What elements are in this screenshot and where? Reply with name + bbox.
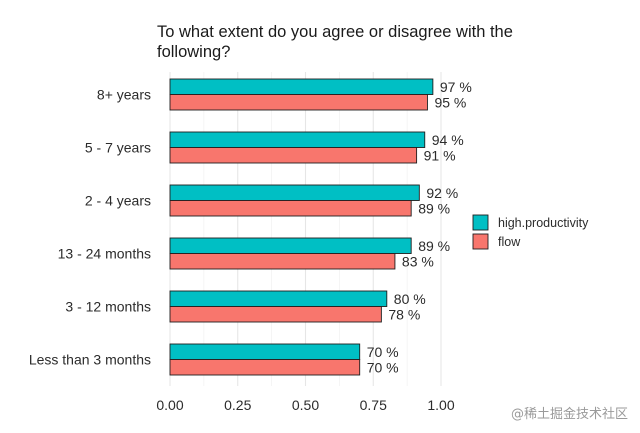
category-label: Less than 3 months	[29, 352, 151, 368]
category-labels-layer: 8+ years 5 - 7 years 2 - 4 years 13 - 24 mo…	[29, 87, 151, 368]
bar-high-productivity-5	[169, 343, 361, 360]
legend: high.productivity flow	[472, 214, 589, 250]
legend-label-high-productivity: high.productivity	[498, 216, 589, 230]
data-label: 97 %	[440, 79, 472, 95]
bar-high-productivity-2	[169, 184, 420, 201]
legend-swatch-high-productivity	[472, 214, 489, 231]
category-label: 5 - 7 years	[85, 140, 151, 156]
category-label: 8+ years	[97, 87, 151, 103]
data-label: 83 %	[402, 253, 434, 269]
data-label: 89 %	[418, 200, 450, 216]
legend-label-flow: flow	[498, 235, 521, 249]
bar-flow-0	[169, 94, 428, 111]
x-tick-label: 0.25	[224, 397, 251, 413]
category-label: 3 - 12 months	[65, 299, 151, 315]
data-label: 91 %	[424, 147, 456, 163]
data-label: 95 %	[434, 94, 466, 110]
bar-flow-1	[169, 147, 418, 164]
data-label: 78 %	[388, 306, 420, 322]
x-tick-label: 1.00	[427, 397, 454, 413]
data-label: 92 %	[426, 185, 458, 201]
bars-layer	[169, 78, 434, 376]
bar-high-productivity-0	[169, 78, 434, 95]
data-label: 80 %	[394, 291, 426, 307]
data-label: 89 %	[418, 238, 450, 254]
x-tick-label: 0.75	[360, 397, 387, 413]
bar-flow-5	[169, 359, 361, 376]
data-label: 70 %	[367, 359, 399, 375]
chart-title-line-1: To what extent do you agree or disagree …	[157, 23, 513, 41]
data-labels-layer: 97 %95 %94 %91 %92 %89 %89 %83 %80 %78 %…	[367, 79, 472, 376]
x-tick-label: 0.50	[292, 397, 319, 413]
data-label: 94 %	[432, 132, 464, 148]
x-tick-labels-layer: 0.00 0.25 0.50 0.75 1.00	[156, 397, 454, 413]
grid-layer	[169, 72, 442, 386]
chart-title-line-2: following?	[157, 43, 230, 61]
bar-flow-3	[169, 253, 396, 270]
bar-high-productivity-3	[169, 237, 412, 254]
data-label: 70 %	[367, 344, 399, 360]
legend-swatch-flow	[472, 233, 489, 250]
bar-flow-2	[169, 200, 412, 217]
category-label: 13 - 24 months	[58, 246, 151, 262]
category-label: 2 - 4 years	[85, 193, 151, 209]
bar-high-productivity-4	[169, 290, 388, 307]
bar-flow-4	[169, 306, 382, 323]
x-tick-label: 0.00	[156, 397, 183, 413]
watermark-text: @稀土掘金技术社区	[511, 406, 628, 422]
bar-high-productivity-1	[169, 131, 426, 148]
